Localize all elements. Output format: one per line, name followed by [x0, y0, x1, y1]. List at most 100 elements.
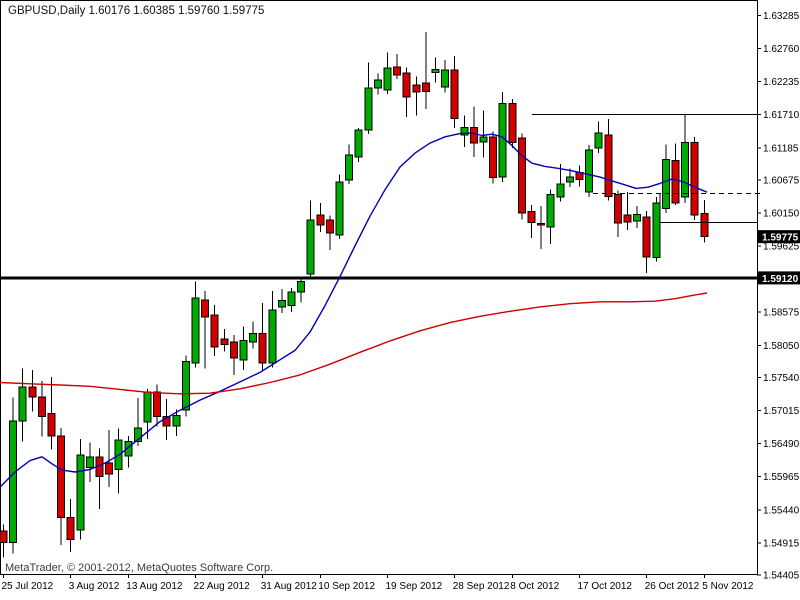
- y-axis-label: 1.57015: [763, 406, 800, 417]
- bear-candle-body: [0, 530, 8, 544]
- bear-candle-body: [508, 102, 517, 143]
- plot-frame: [0, 0, 758, 575]
- bull-candle-body: [297, 281, 306, 293]
- y-axis-label: 1.54915: [763, 538, 800, 549]
- bull-candle-body: [565, 176, 574, 183]
- x-axis-label: 3 Aug 2012: [69, 581, 120, 592]
- bull-candle-body: [76, 454, 85, 531]
- bear-candle-body: [325, 219, 334, 234]
- bull-candle-body: [18, 386, 27, 422]
- metatrader-watermark: MetaTrader, © 2001-2012, MetaQuotes Soft…: [5, 562, 273, 574]
- slow-ma-line: [0, 292, 708, 395]
- y-axis-label: 1.55440: [763, 505, 800, 516]
- bull-candle-body: [681, 141, 690, 198]
- bull-candle-body: [441, 69, 450, 88]
- bear-candle-body: [316, 214, 325, 226]
- bull-candle-body: [345, 154, 354, 181]
- bull-candle-body: [172, 414, 181, 427]
- bear-candle-body: [37, 396, 46, 418]
- price-marker-box: [757, 271, 800, 285]
- x-axis-label: 13 Aug 2012: [126, 581, 183, 592]
- bear-candle-body: [421, 82, 430, 92]
- chart-generated-layers: 1.63285 1.62760 1.62235 1.61710 1.61185 1.606…: [0, 11, 800, 592]
- bear-candle-body: [258, 332, 267, 364]
- x-axis-label: 31 Aug 2012: [261, 581, 318, 592]
- bear-candle-body: [469, 126, 478, 144]
- bull-candle-body: [383, 67, 392, 91]
- bull-candle-body: [661, 158, 670, 210]
- price-marker-label: 1.59775: [762, 233, 799, 244]
- bear-candle-body: [700, 213, 709, 237]
- bull-candle-body: [306, 219, 315, 275]
- bear-candle-body: [604, 134, 613, 198]
- x-axis-label: 5 Nov 2012: [702, 581, 754, 592]
- bear-candle-body: [47, 412, 56, 437]
- bull-candle-body: [268, 309, 277, 364]
- bull-candle-body: [181, 361, 190, 411]
- bear-candle-body: [162, 416, 171, 427]
- bull-candle-body: [191, 297, 200, 364]
- bull-candle-body: [9, 420, 18, 544]
- x-axis-label: 10 Sep 2012: [318, 581, 375, 592]
- bull-candle-body: [431, 68, 440, 73]
- bull-candle-body: [143, 391, 152, 423]
- bear-candle-body: [527, 211, 536, 223]
- y-axis-label: 1.59625: [763, 242, 800, 253]
- y-axis-label: 1.57540: [763, 373, 800, 384]
- bear-candle-body: [229, 341, 238, 359]
- x-axis-label: 26 Oct 2012: [645, 581, 700, 592]
- fast-ma-line: [0, 132, 708, 488]
- x-axis-label: 17 Oct 2012: [578, 581, 633, 592]
- y-axis-label: 1.60675: [763, 175, 800, 186]
- bear-candle-body: [623, 214, 632, 223]
- bear-candle-body: [210, 314, 219, 348]
- y-axis-label: 1.55965: [763, 472, 800, 483]
- y-axis-label: 1.61710: [763, 110, 800, 121]
- y-axis-label: 1.63285: [763, 11, 800, 22]
- bull-candle-body: [594, 132, 603, 149]
- price-marker-label: 1.59120: [762, 274, 799, 285]
- bear-candle-body: [393, 66, 402, 76]
- bull-candle-body: [133, 427, 142, 443]
- bull-candle-body: [354, 129, 363, 158]
- bear-candle-body: [66, 516, 75, 540]
- y-axis-label: 1.58050: [763, 341, 800, 352]
- bear-candle-body: [642, 216, 651, 258]
- x-axis-label: 28 Sep 2012: [453, 581, 510, 592]
- bear-candle-body: [28, 386, 37, 398]
- x-axis-label: 19 Sep 2012: [386, 581, 443, 592]
- bull-candle-body: [479, 136, 488, 143]
- y-axis-label: 1.60150: [763, 209, 800, 220]
- bear-candle-body: [613, 194, 622, 224]
- x-axis-label: 25 Jul 2012: [2, 581, 54, 592]
- y-axis-label: 1.61185: [763, 143, 799, 154]
- bull-candle-body: [335, 181, 344, 236]
- bull-candle-body: [287, 291, 296, 307]
- bull-candle-body: [546, 194, 555, 228]
- bull-candle-body: [249, 332, 258, 343]
- price-marker-box: [757, 230, 800, 244]
- bull-candle-body: [277, 300, 286, 308]
- bull-candle-body: [460, 126, 469, 136]
- y-axis-label: 1.62760: [763, 44, 800, 55]
- bear-candle-body: [537, 223, 546, 226]
- bull-candle-body: [239, 339, 248, 361]
- bear-candle-body: [450, 69, 459, 119]
- bear-candle-body: [412, 84, 421, 93]
- bear-candle-body: [105, 462, 114, 475]
- bear-candle-body: [517, 137, 526, 214]
- bear-candle-body: [201, 299, 210, 318]
- bull-candle-body: [585, 149, 594, 193]
- bull-candle-body: [652, 202, 661, 259]
- bear-candle-body: [57, 435, 66, 518]
- bear-candle-body: [489, 136, 498, 179]
- bear-candle-body: [153, 391, 162, 418]
- bear-candle-body: [671, 160, 680, 204]
- bull-candle-body: [124, 441, 133, 457]
- bull-candle-body: [364, 87, 373, 131]
- bull-candle-body: [373, 79, 382, 89]
- chart-title-symbol-ohlc: GBPUSD,Daily 1.60176 1.60385 1.59760 1.5…: [8, 5, 264, 17]
- x-axis-label: 8 Oct 2012: [510, 581, 559, 592]
